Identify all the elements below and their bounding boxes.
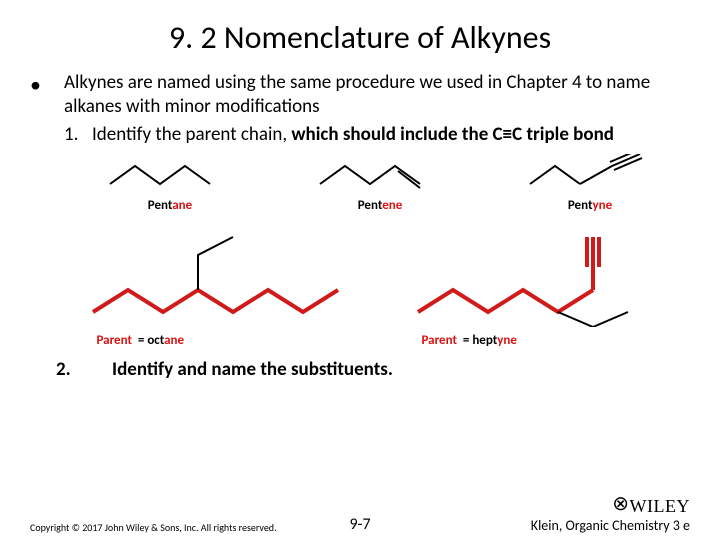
copyright: Copyright © 2017 John Wiley & Sons, Inc.… xyxy=(30,521,531,534)
wiley-logo: ⊗WILEY xyxy=(531,491,690,517)
pentene-figure: Pentene xyxy=(290,154,470,213)
bullet-marker: • xyxy=(30,71,64,146)
step1-text: Identify the parent chain, which should … xyxy=(92,123,690,147)
pentane-label: Pentane xyxy=(80,198,260,213)
pentyne-label: Pentyne xyxy=(500,198,680,213)
octane-parent-label: Parent = octane xyxy=(83,333,383,348)
step1-number: 1. xyxy=(64,123,92,147)
step2-number: 2. xyxy=(30,358,112,381)
textbook-reference: Klein, Organic Chemistry 3 e xyxy=(531,517,690,534)
bullet-text: Alkynes are named using the same procedu… xyxy=(64,71,690,119)
figure-row-1: Pentane Pentene Pentyne xyxy=(80,154,680,213)
octane-parent-figure: Parent = octane xyxy=(83,227,383,348)
pentene-label: Pentene xyxy=(290,198,470,213)
footer: Copyright © 2017 John Wiley & Sons, Inc.… xyxy=(30,491,690,534)
pentane-figure: Pentane xyxy=(80,154,260,213)
heptyne-parent-label: Parent = heptyne xyxy=(408,333,668,348)
step2-text: Identify and name the substituents. xyxy=(112,358,690,381)
figure-row-2: Parent = octane Parent = heptyne xyxy=(70,227,680,348)
heptyne-parent-figure: Parent = heptyne xyxy=(408,227,668,348)
slide-title: 9. 2 Nomenclature of Alkynes xyxy=(30,18,690,57)
page-number: 9-7 xyxy=(349,515,370,534)
pentyne-figure: Pentyne xyxy=(500,154,680,213)
